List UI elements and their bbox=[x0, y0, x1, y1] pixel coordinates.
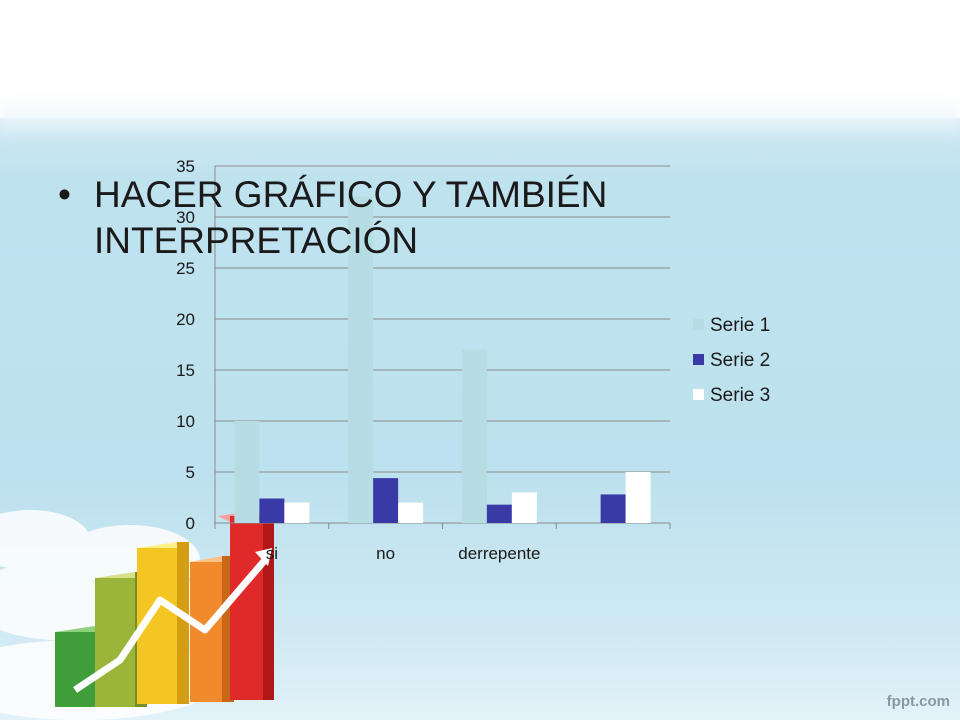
title-line-2: INTERPRETACIÓN bbox=[94, 220, 419, 261]
legend-swatch bbox=[693, 354, 704, 365]
bar-serie-2-derrepente bbox=[486, 504, 512, 523]
legend-swatch bbox=[693, 389, 704, 400]
slide-title: • HACER GRÁFICO Y TAMBIÉN INTERPRETACIÓN bbox=[58, 172, 758, 264]
bar-serie-1-si bbox=[234, 421, 260, 523]
gridlines bbox=[214, 165, 671, 529]
legend-label: Serie 3 bbox=[710, 385, 770, 406]
y-tick-label: 0 bbox=[186, 514, 195, 533]
bar-serie-3-no bbox=[398, 502, 424, 523]
x-tick-label: si bbox=[266, 544, 278, 563]
bar-serie-2-no bbox=[373, 478, 399, 523]
legend: Serie 1 Serie 2 Serie 3 bbox=[693, 315, 770, 406]
sky-fade bbox=[0, 95, 960, 135]
bar-serie-1-no bbox=[348, 196, 374, 523]
y-tick-label: 5 bbox=[186, 463, 195, 482]
y-tick-label: 10 bbox=[176, 412, 195, 431]
bars bbox=[234, 196, 651, 523]
y-tick-label: 30 bbox=[176, 208, 195, 227]
x-tick-label: derrepente bbox=[458, 544, 540, 563]
x-tick-label: no bbox=[376, 544, 395, 563]
bar-serie-2-si bbox=[259, 498, 285, 523]
y-tick-label: 25 bbox=[176, 259, 195, 278]
legend-swatch bbox=[693, 319, 704, 330]
y-axis-ticks: 0 5 10 15 20 25 30 35 bbox=[176, 157, 195, 533]
watermark: fppt.com bbox=[886, 693, 950, 710]
legend-label: Serie 1 bbox=[710, 315, 770, 336]
title-line-1: HACER GRÁFICO Y TAMBIÉN bbox=[94, 174, 608, 215]
bar-serie-2-cat4 bbox=[600, 494, 626, 523]
y-tick-label: 15 bbox=[176, 361, 195, 380]
y-tick-label: 35 bbox=[176, 157, 195, 176]
x-axis-ticks: si no derrepente bbox=[266, 544, 541, 563]
bar-serie-1-derrepente bbox=[461, 349, 487, 523]
y-tick-label: 20 bbox=[176, 310, 195, 329]
bar-graph-illustration bbox=[55, 510, 274, 707]
legend-label: Serie 2 bbox=[710, 350, 770, 371]
bar-serie-3-derrepente bbox=[511, 492, 537, 523]
bullet-marker: • bbox=[58, 174, 71, 215]
bar-serie-3-cat4 bbox=[625, 472, 651, 523]
bar-serie-3-si bbox=[284, 502, 310, 523]
